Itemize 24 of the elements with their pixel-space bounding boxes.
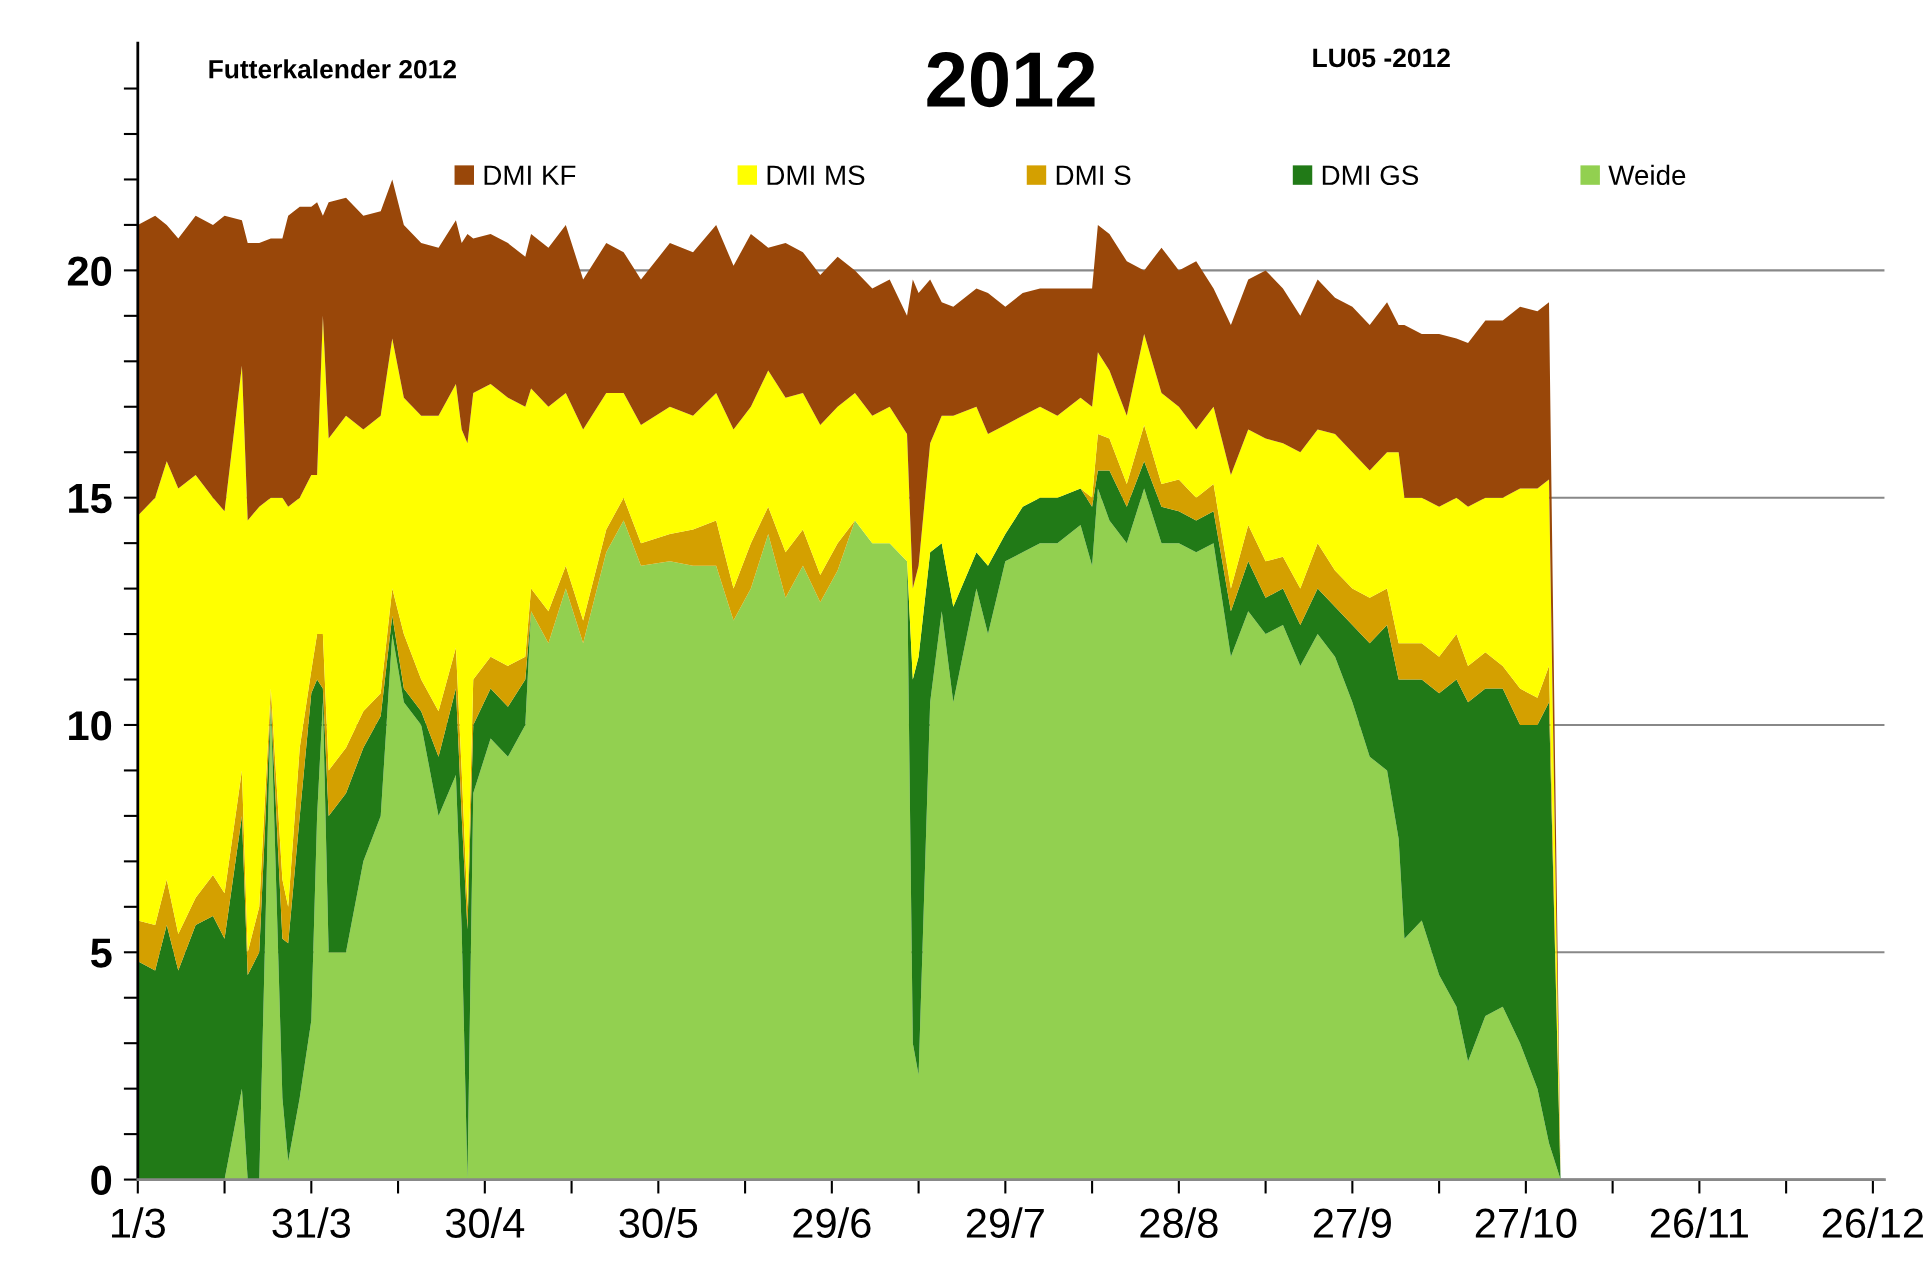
annotation: LU05 -2012	[1313, 48, 1450, 68]
x-tick-label: 29/7	[966, 1207, 1044, 1238]
annotation: Futterkalender 2012	[209, 59, 456, 79]
x-tick-label: 29/6	[793, 1207, 871, 1238]
y-tick-label: 15	[69, 484, 112, 514]
x-tick-label: 31/3	[272, 1207, 351, 1238]
y-tick-label: 20	[67, 256, 112, 286]
legend-label: DMI GS	[1322, 165, 1419, 186]
x-tick-label: 30/5	[619, 1207, 698, 1238]
x-tick-label: 27/9	[1313, 1207, 1391, 1238]
x-tick-label: 26/11	[1650, 1207, 1748, 1238]
chart-title: 2012	[927, 52, 1095, 108]
y-tick-label: 0	[91, 1165, 112, 1196]
y-tick-label: 10	[69, 710, 112, 741]
legend-label: Weide	[1608, 164, 1686, 186]
x-tick-label: 26/12	[1822, 1207, 1923, 1238]
y-tick-label: 5	[90, 938, 112, 968]
legend-label: DMI MS	[767, 165, 865, 186]
x-tick-label: 27/10	[1475, 1207, 1577, 1238]
legend-label: DMI S	[1056, 165, 1131, 186]
x-tick-label: 1/3	[112, 1207, 165, 1238]
x-tick-label: 30/4	[445, 1207, 525, 1238]
x-tick-label: 28/8	[1140, 1207, 1218, 1238]
legend-label: DMI KF	[484, 165, 576, 185]
